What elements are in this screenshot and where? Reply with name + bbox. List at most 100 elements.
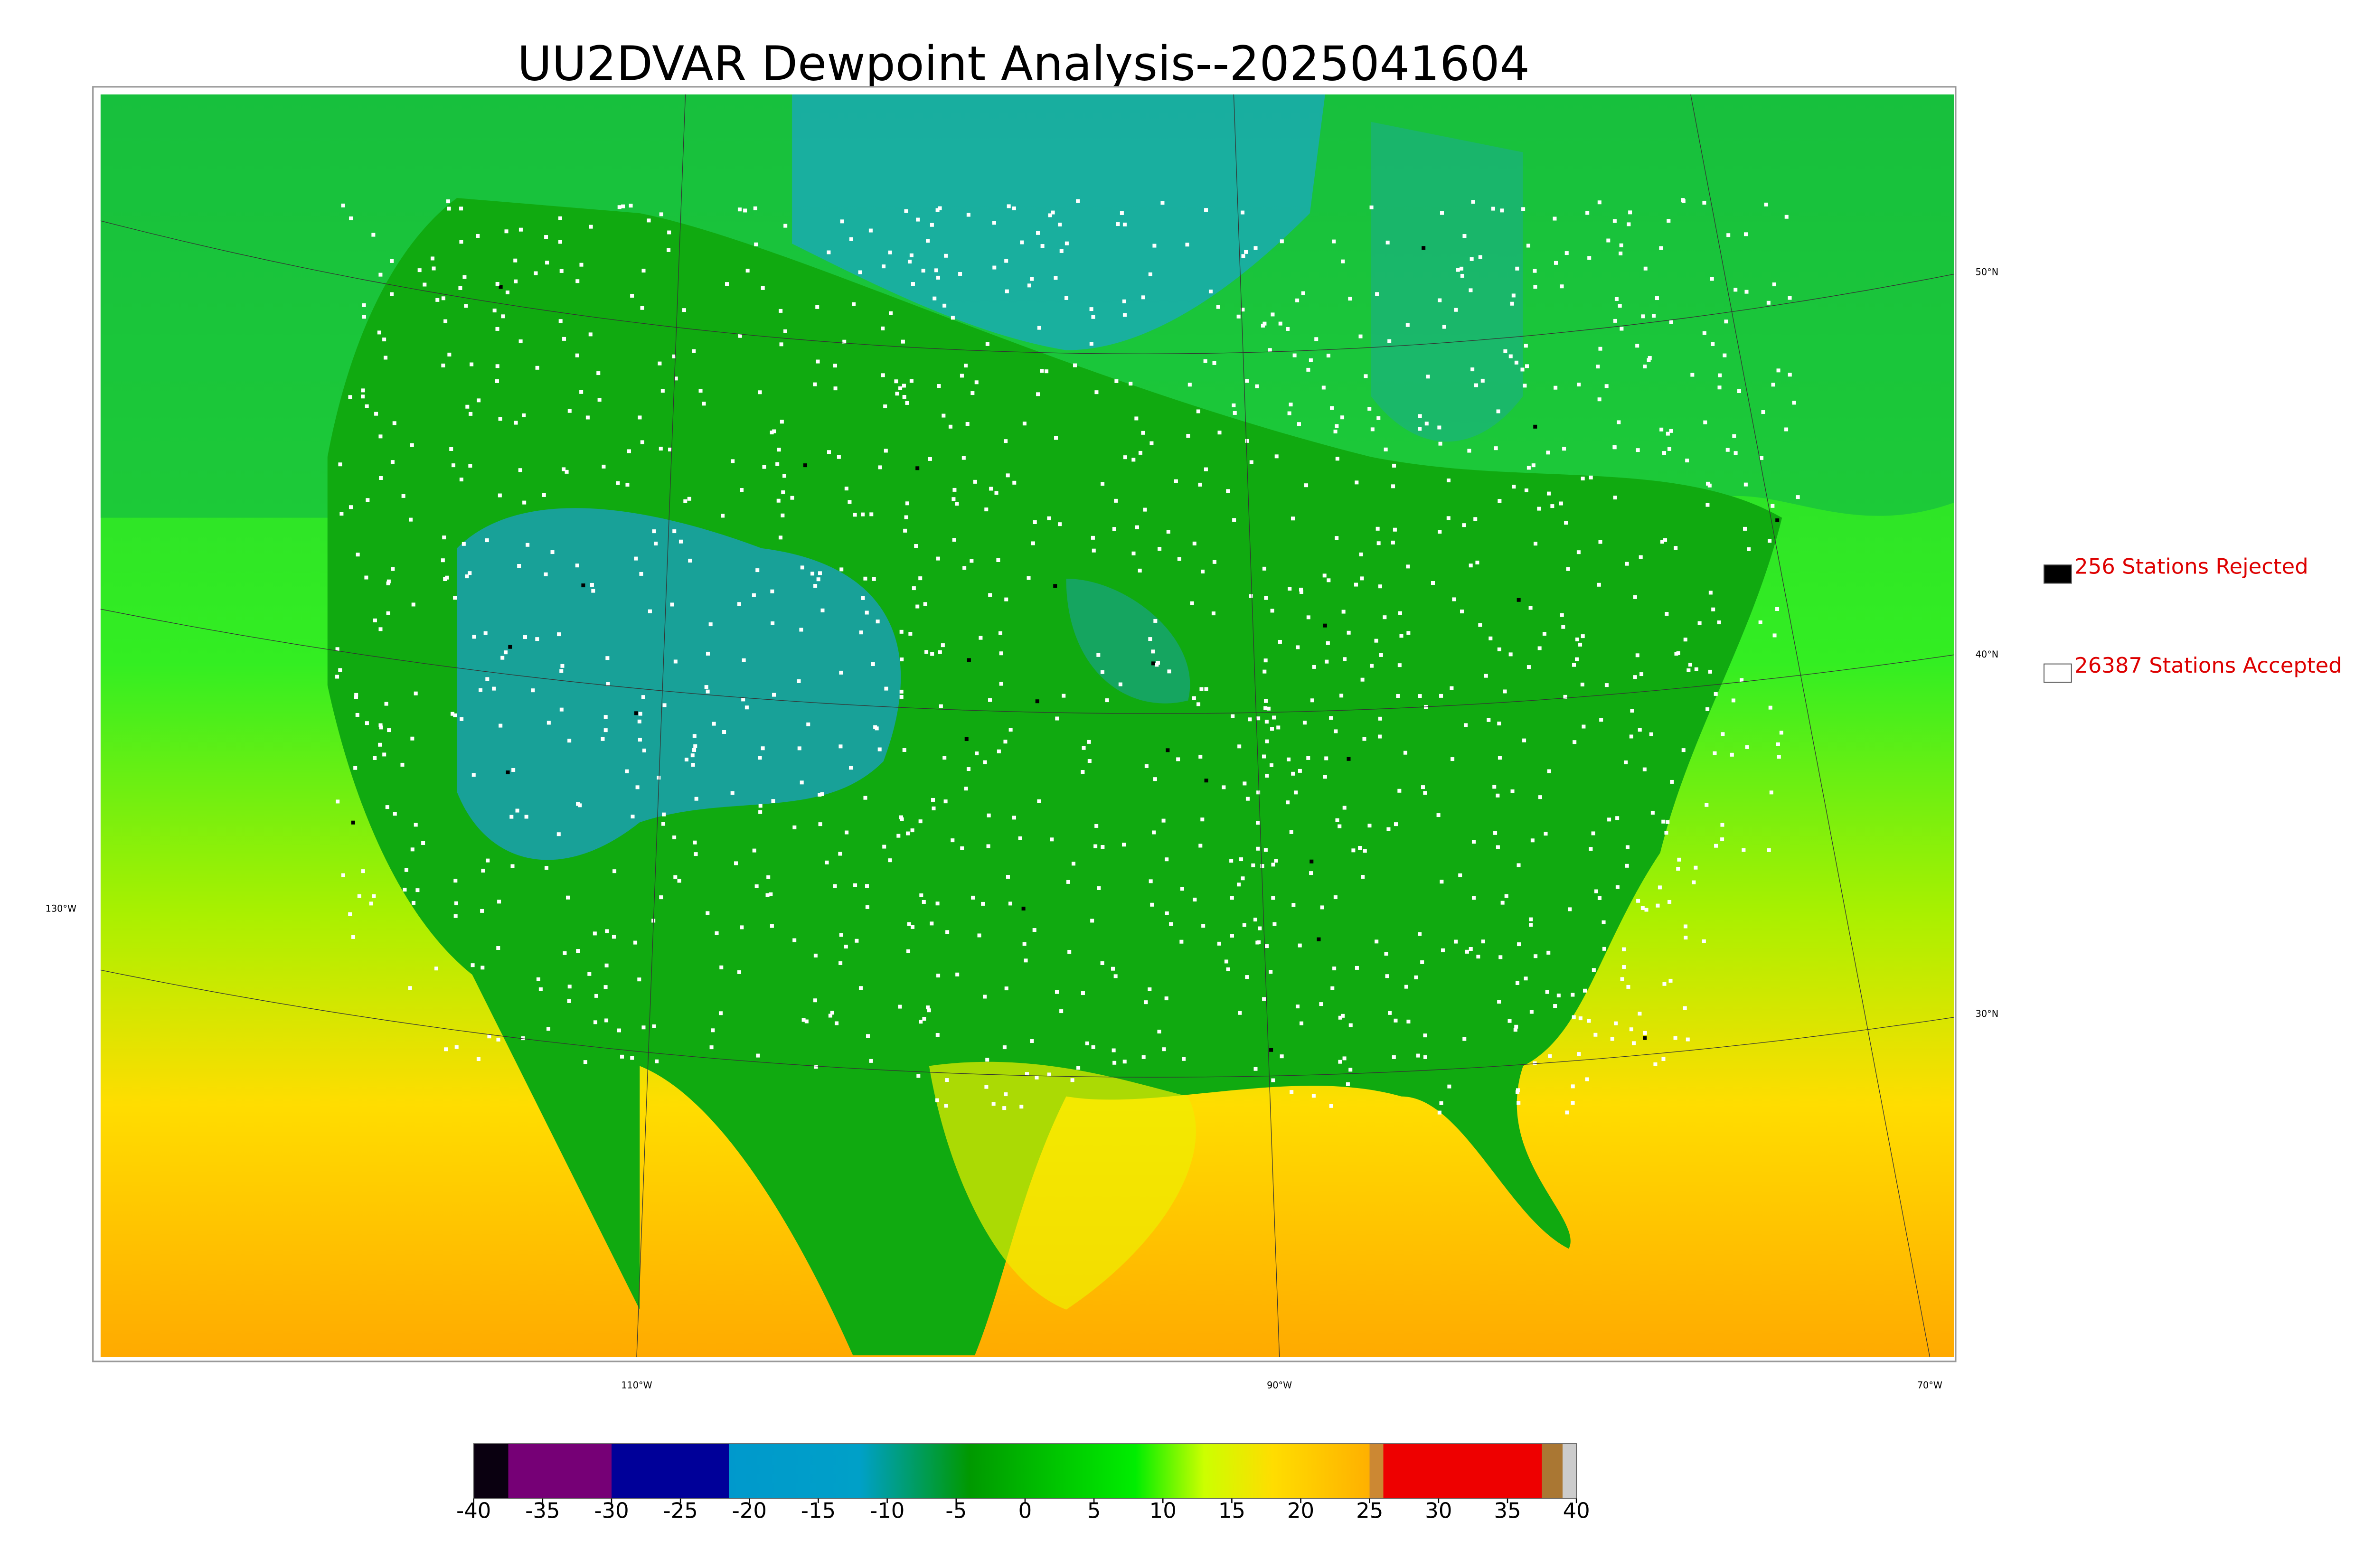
station bbox=[1385, 974, 1389, 978]
station bbox=[1338, 1015, 1342, 1020]
station bbox=[1651, 314, 1656, 318]
colorbar-tick-label: 40 bbox=[1563, 1498, 1590, 1523]
station bbox=[1737, 389, 1741, 394]
station bbox=[942, 413, 946, 418]
station bbox=[558, 240, 562, 244]
station bbox=[1613, 496, 1617, 500]
station bbox=[960, 374, 964, 378]
station bbox=[1575, 657, 1579, 661]
station bbox=[753, 206, 757, 210]
station bbox=[1149, 879, 1153, 883]
station bbox=[1669, 320, 1673, 324]
station bbox=[1559, 501, 1563, 506]
station bbox=[1437, 425, 1441, 430]
legend: 256 Stations Rejected 26387 Stations Acce… bbox=[2044, 554, 2342, 683]
station bbox=[1040, 369, 1044, 373]
station bbox=[906, 949, 911, 953]
station bbox=[1471, 200, 1475, 204]
station bbox=[1091, 535, 1095, 540]
station bbox=[501, 314, 505, 319]
station bbox=[878, 465, 882, 469]
parallel bbox=[100, 969, 1954, 1078]
station bbox=[837, 455, 841, 459]
station bbox=[702, 402, 706, 406]
station bbox=[1236, 314, 1241, 319]
station bbox=[1152, 830, 1156, 835]
graticule-label: 90°W bbox=[1267, 1380, 1292, 1391]
station bbox=[1302, 721, 1307, 725]
station bbox=[411, 901, 415, 905]
station bbox=[535, 637, 539, 641]
station bbox=[1446, 516, 1451, 520]
station bbox=[1688, 663, 1693, 667]
station bbox=[518, 339, 523, 344]
station bbox=[641, 1025, 646, 1030]
station bbox=[833, 364, 837, 368]
station bbox=[377, 330, 381, 335]
station bbox=[958, 272, 962, 276]
station bbox=[1286, 800, 1290, 805]
station bbox=[1733, 451, 1738, 455]
station bbox=[1460, 266, 1464, 271]
station bbox=[1516, 1090, 1520, 1094]
station bbox=[1131, 458, 1136, 462]
station bbox=[1232, 518, 1236, 522]
graticule-labels: 50°N 40°N 30°N 130°W 110°W 90°W 70°W bbox=[46, 267, 1998, 1391]
station bbox=[715, 931, 719, 935]
station bbox=[1629, 734, 1633, 739]
station bbox=[387, 728, 391, 732]
station bbox=[1393, 527, 1397, 532]
station bbox=[576, 949, 580, 953]
station bbox=[1054, 436, 1058, 440]
station bbox=[987, 813, 991, 817]
station bbox=[362, 315, 366, 319]
station bbox=[1615, 816, 1620, 820]
station bbox=[1694, 667, 1698, 671]
station bbox=[1239, 857, 1244, 862]
station bbox=[634, 556, 638, 561]
station bbox=[1625, 864, 1629, 868]
station bbox=[594, 994, 598, 998]
station bbox=[1560, 284, 1564, 289]
station bbox=[825, 860, 829, 864]
station bbox=[1114, 498, 1118, 503]
station bbox=[1217, 941, 1221, 946]
station bbox=[989, 487, 993, 491]
station bbox=[883, 404, 887, 409]
station bbox=[1416, 1053, 1420, 1058]
station bbox=[464, 304, 468, 308]
station bbox=[1027, 283, 1031, 288]
station bbox=[1334, 729, 1338, 733]
station bbox=[1200, 569, 1205, 573]
station bbox=[378, 434, 383, 439]
station bbox=[1526, 665, 1531, 669]
station bbox=[1642, 767, 1647, 771]
station bbox=[1082, 746, 1086, 750]
station bbox=[1772, 633, 1777, 638]
station bbox=[1004, 986, 1008, 991]
station bbox=[944, 254, 948, 258]
station bbox=[1192, 696, 1196, 700]
station bbox=[688, 558, 692, 563]
station bbox=[513, 258, 518, 263]
station bbox=[797, 679, 801, 683]
station bbox=[1720, 823, 1724, 827]
station bbox=[962, 566, 967, 570]
station bbox=[902, 395, 906, 399]
station bbox=[1493, 831, 1498, 835]
station bbox=[1065, 241, 1069, 245]
station bbox=[382, 752, 386, 757]
station bbox=[1771, 504, 1775, 508]
station bbox=[1141, 295, 1145, 300]
station bbox=[844, 944, 848, 948]
station bbox=[1348, 297, 1352, 301]
station bbox=[1568, 907, 1572, 911]
station bbox=[1631, 1041, 1636, 1045]
station bbox=[1012, 816, 1016, 820]
station bbox=[1503, 349, 1507, 353]
station bbox=[495, 327, 499, 331]
station bbox=[1280, 1054, 1284, 1059]
graticule-label: 30°N bbox=[1976, 1008, 1998, 1019]
station bbox=[1329, 1104, 1333, 1108]
station bbox=[1648, 356, 1652, 360]
